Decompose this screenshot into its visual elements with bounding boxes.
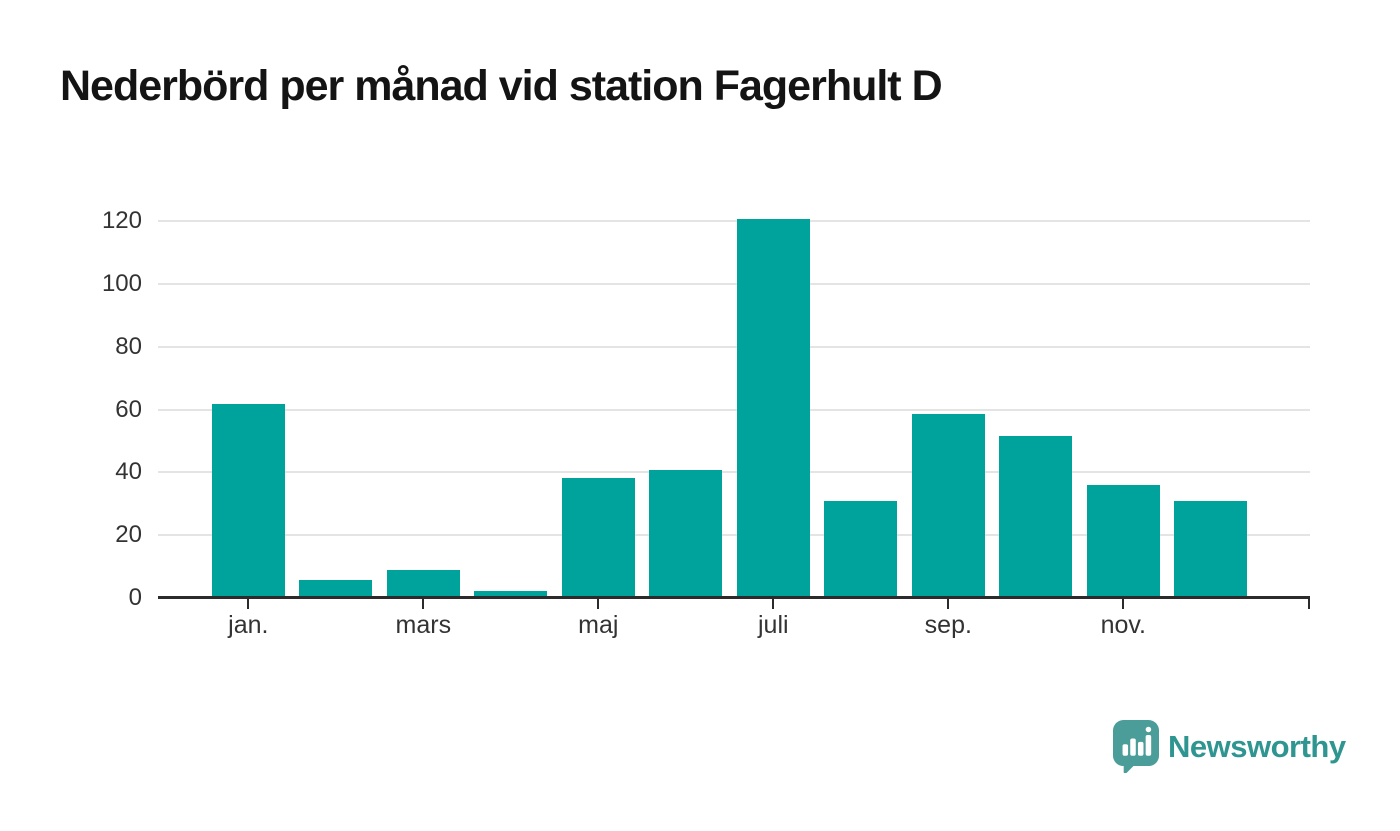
x-axis-end-tick [1308, 599, 1310, 609]
gridline-y-120 [158, 220, 1310, 222]
x-tick-label-juli: juli [758, 611, 789, 639]
y-tick-label-100: 100 [101, 269, 142, 297]
x-tick-sep. [947, 599, 950, 609]
x-tick-nov. [1122, 599, 1125, 609]
x-tick-mars [422, 599, 425, 609]
gridline-y-60 [158, 408, 1310, 411]
gridline-y-40 [158, 471, 1310, 474]
bar-juni [649, 470, 723, 597]
x-tick-label-maj: maj [578, 611, 619, 639]
x-tick-label-jan.: jan. [228, 611, 269, 639]
bar-dec. [1174, 500, 1248, 597]
bar-jan. [211, 403, 285, 597]
bar-sep. [911, 413, 985, 597]
bar-aug. [824, 500, 898, 597]
gridline-y-80 [158, 345, 1310, 348]
y-tick-label-20: 20 [115, 521, 142, 549]
bar-maj [561, 478, 635, 597]
newsworthy-logo: Newsworthy [1113, 720, 1346, 773]
bar-feb. [299, 580, 373, 597]
x-tick-label-sep.: sep. [924, 611, 972, 639]
x-tick-label-nov.: nov. [1100, 611, 1146, 639]
x-axis-line [158, 596, 1310, 599]
bar-mars [386, 569, 460, 597]
x-tick-juli [772, 599, 775, 609]
bar-okt. [999, 436, 1073, 597]
y-tick-label-80: 80 [115, 332, 142, 360]
x-tick-jan. [247, 599, 250, 609]
chart-title: Nederbörd per månad vid station Fagerhul… [60, 62, 943, 110]
y-tick-label-40: 40 [115, 458, 142, 486]
bar-apr. [474, 590, 548, 597]
bar-nov. [1086, 485, 1160, 597]
y-tick-label-60: 60 [115, 395, 142, 423]
gridline-y-100 [158, 282, 1310, 285]
x-tick-label-mars: mars [395, 611, 452, 639]
y-tick-label-0: 0 [128, 584, 142, 611]
y-tick-label-120: 120 [101, 207, 142, 234]
bar-chart-plot-area: 0 20 40 60 80 100 120 jan. mars maj juli sep. nov. [102, 185, 1310, 639]
x-tick-maj [597, 599, 600, 609]
newsworthy-speech-bubble-barchart-icon [1113, 720, 1159, 773]
logo-text: Newsworthy [1168, 728, 1346, 764]
bar-juli [736, 219, 810, 597]
gridline-y-20 [158, 534, 1310, 537]
